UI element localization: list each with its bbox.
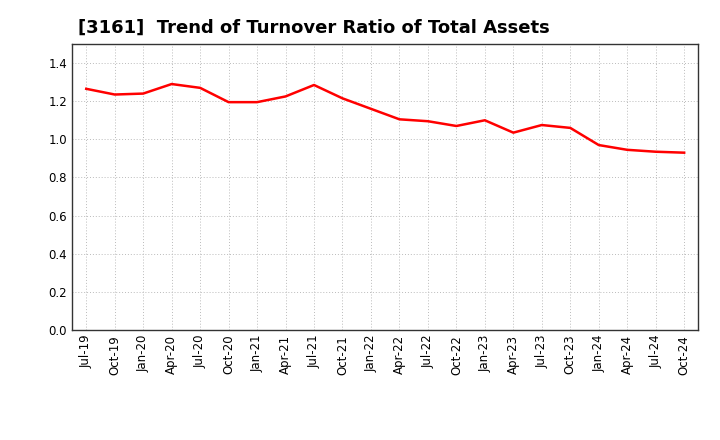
Text: [3161]  Trend of Turnover Ratio of Total Assets: [3161] Trend of Turnover Ratio of Total … [78, 19, 550, 37]
